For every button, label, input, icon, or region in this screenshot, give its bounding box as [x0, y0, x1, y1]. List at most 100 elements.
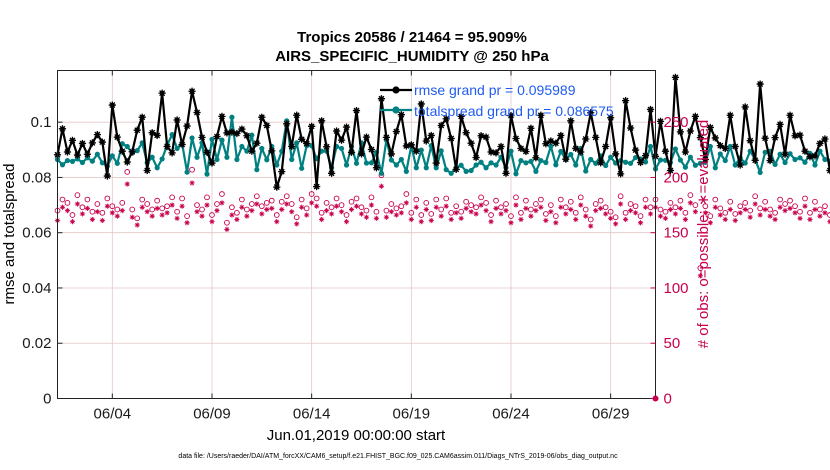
obs-evaluated-point: [523, 205, 529, 211]
rmse-point-star: [781, 150, 789, 158]
rmse-point-star: [741, 103, 749, 111]
obs-possible-point: [572, 209, 579, 216]
totalspread-point: [463, 168, 469, 174]
obs-evaluated-point: [234, 216, 240, 223]
rmse-point-star: [811, 152, 819, 160]
obs-possible-point: [687, 192, 694, 198]
totalspread-point: [64, 157, 71, 164]
obs-evaluated-point: [468, 209, 474, 215]
obs-evaluated-point: [553, 220, 559, 226]
obs-possible-point: [672, 204, 679, 211]
obs-evaluated-point: [363, 214, 370, 220]
obs-evaluated-point: [548, 209, 554, 215]
obs-evaluated-point: [543, 217, 549, 224]
rmse-point-star: [178, 140, 186, 149]
obs-possible-point: [453, 203, 460, 210]
obs-evaluated-point: [279, 206, 285, 213]
totalspread-point: [109, 153, 115, 159]
obs-evaluated-point: [169, 202, 175, 208]
totalspread-point: [343, 162, 350, 168]
obs-possible-point: [253, 193, 260, 200]
rmse-point-star: [766, 156, 774, 165]
rmse-point-star: [347, 148, 356, 156]
totalspread-point: [259, 145, 265, 152]
obs-evaluated-point: [538, 204, 544, 210]
rmse-point-star: [183, 122, 191, 130]
obs-possible-point: [263, 200, 270, 206]
obs-evaluated-point: [204, 202, 210, 208]
rmse-point-star: [462, 129, 470, 137]
y-left-tick-label: 0.08: [22, 169, 51, 186]
rmse-point-star: [641, 152, 650, 160]
obs-possible-point: [224, 219, 230, 226]
totalspread-point: [433, 165, 439, 171]
obs-possible-point: [189, 166, 195, 173]
rmse-point-star: [607, 114, 615, 122]
chart-title-line2: AIRS_SPECIFIC_HUMIDITY @ 250 hPa: [275, 48, 549, 65]
rmse-point-star: [268, 147, 276, 155]
obs-evaluated-point: [578, 202, 584, 208]
totalspread-point: [229, 114, 235, 120]
rmse-point-star: [63, 148, 72, 156]
obs-possible-point: [438, 206, 445, 213]
rmse-point-star: [258, 113, 266, 121]
obs-possible-point: [478, 194, 484, 201]
chart-title-line1: Tropics 20586 / 21464 = 95.909%: [297, 29, 527, 46]
totalspread-point: [438, 148, 444, 154]
obs-possible-point: [662, 208, 669, 215]
obs-evaluated-point: [129, 214, 135, 220]
obs-evaluated-point: [727, 206, 733, 213]
rmse-point-star: [412, 147, 420, 155]
x-tick-label: 06/24: [492, 406, 530, 423]
obs-possible-point: [428, 211, 435, 217]
obs-evaluated-point: [338, 209, 345, 215]
legend: rmse grand pr = 0.095989 totalspread gra…: [380, 82, 614, 119]
rmse-point-star: [233, 129, 241, 138]
rmse-point-star: [821, 135, 829, 143]
right-axis-origin-marker: [652, 395, 659, 402]
rmse-point-star: [427, 131, 435, 140]
rmse-point-star: [143, 166, 151, 175]
obs-possible-point: [772, 209, 778, 216]
obs-evaluated-point: [64, 207, 71, 214]
obs-evaluated-point: [184, 220, 190, 226]
rmse-point-star: [228, 128, 236, 136]
rmse-point-star: [218, 112, 226, 120]
rmse-point-star: [636, 158, 645, 167]
obs-possible-point: [408, 209, 415, 216]
obs-possible-point: [582, 206, 589, 213]
obs-possible-point: [318, 209, 325, 216]
totalspread-point: [782, 159, 788, 166]
totalspread-point: [722, 157, 728, 164]
totalspread-point: [538, 157, 544, 164]
totalspread-point: [169, 132, 175, 138]
totalspread-point: [443, 167, 449, 173]
obs-possible-point: [104, 195, 111, 202]
obs-evaluated-point: [189, 180, 195, 186]
obs-possible-point: [244, 206, 250, 213]
obs-evaluated-point: [593, 207, 599, 214]
rmse-point-star: [801, 147, 809, 155]
totalspread-point: [174, 145, 180, 152]
obs-possible-point: [413, 196, 420, 203]
y-axis-label-right: # of obs: o=possible; ∗=evaluated: [695, 120, 712, 349]
rmse-point-star: [213, 132, 221, 141]
totalspread-point: [468, 167, 474, 174]
obs-possible-point: [677, 197, 684, 204]
obs-possible-point: [383, 207, 390, 214]
obs-possible-point: [204, 194, 210, 201]
rmse-point-star: [188, 87, 196, 95]
legend-rmse-label: rmse grand pr = 0.095989: [414, 82, 576, 98]
obs-evaluated-point: [627, 207, 634, 214]
totalspread-point: [513, 171, 519, 177]
obs-possible-point: [642, 196, 649, 203]
obs-evaluated-point: [194, 209, 200, 215]
obs-possible-point: [782, 201, 788, 207]
obs-evaluated-point: [343, 219, 350, 225]
totalspread-point: [234, 156, 240, 163]
obs-evaluated-point: [458, 215, 464, 221]
totalspread-point: [568, 151, 574, 158]
obs-possible-point: [358, 204, 365, 211]
obs-evaluated-point: [304, 212, 310, 218]
totalspread-point: [777, 151, 783, 157]
